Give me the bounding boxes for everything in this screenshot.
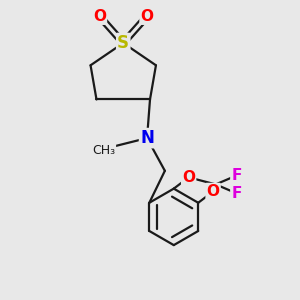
Text: N: N (140, 129, 154, 147)
Text: O: O (207, 184, 220, 199)
Text: F: F (231, 186, 242, 201)
Text: CH₃: CH₃ (92, 143, 116, 157)
Text: O: O (93, 9, 106, 24)
Text: O: O (140, 9, 154, 24)
Text: O: O (182, 170, 195, 185)
Text: F: F (231, 168, 242, 183)
Text: S: S (117, 34, 129, 52)
